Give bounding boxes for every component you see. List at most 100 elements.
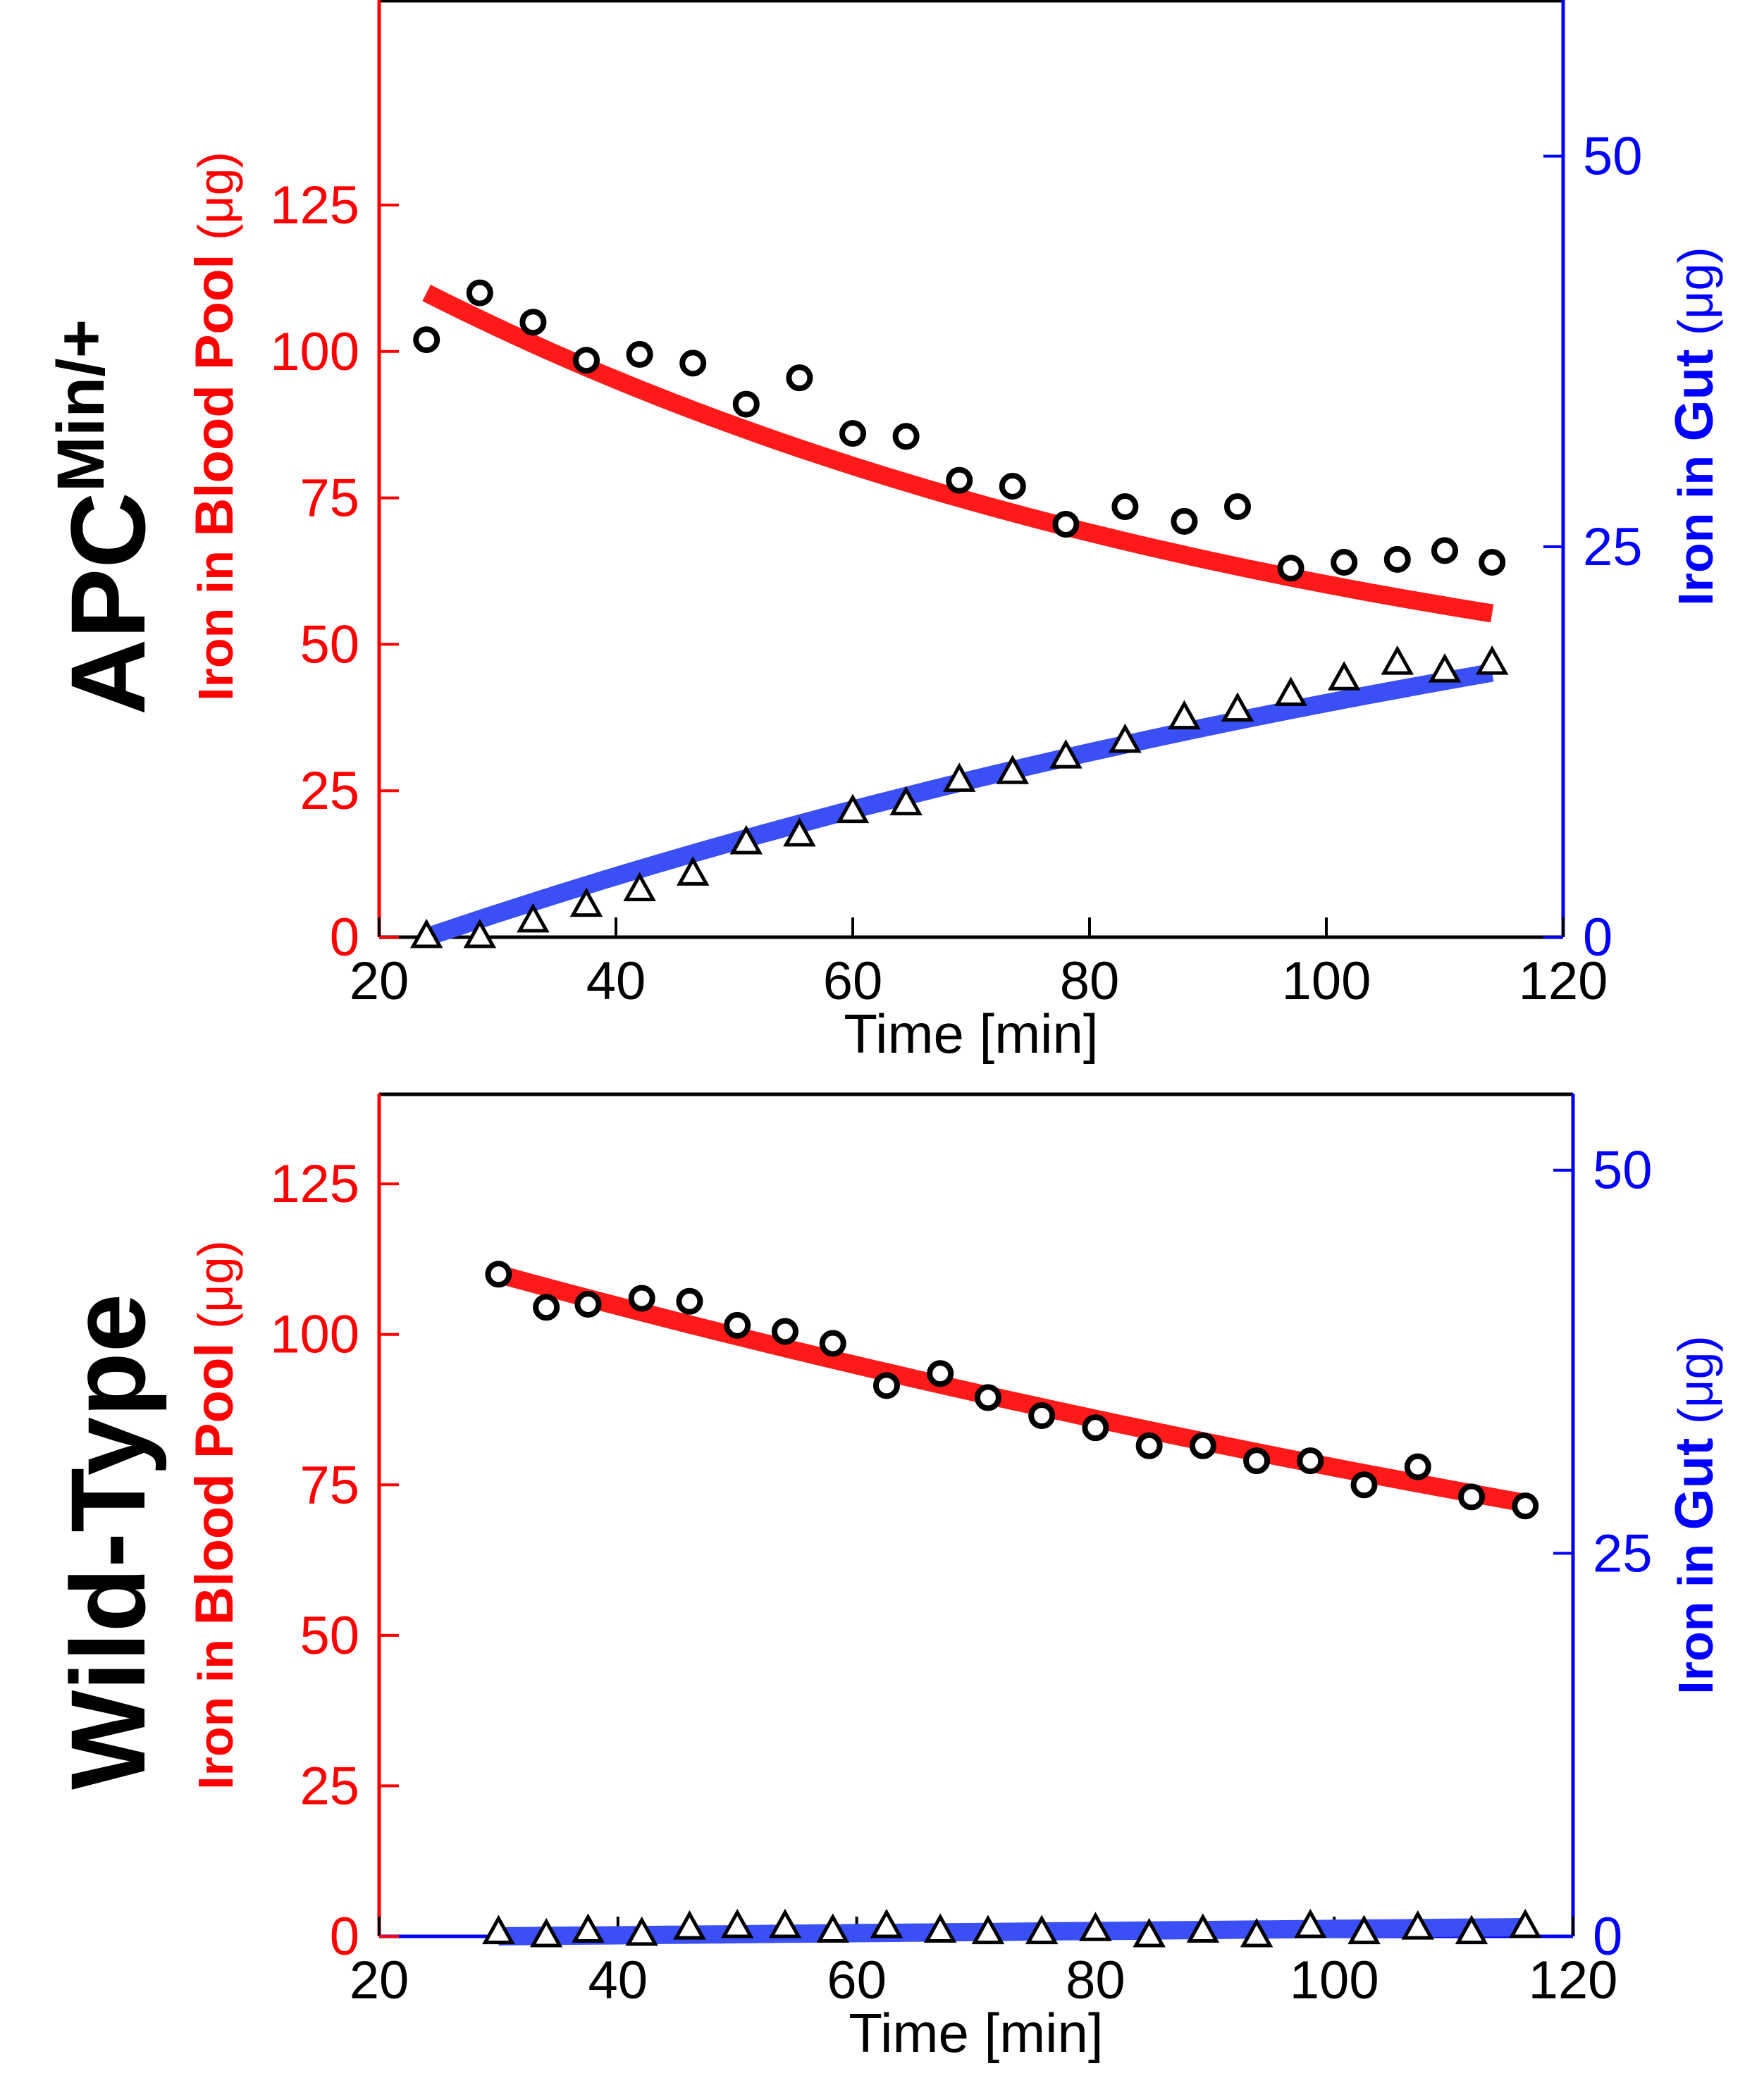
gut-point — [1049, 738, 1083, 769]
blood-pool-point — [519, 309, 547, 336]
right-y-tick-label: 25 — [1583, 517, 1643, 577]
gut-point — [676, 856, 710, 886]
right-axis-title: Iron in Gut (μg) — [1665, 1335, 1725, 1695]
gut-point — [870, 1908, 903, 1938]
right-y-tick-label: 0 — [1583, 908, 1612, 967]
x-axis-title: Time [min] — [844, 1003, 1098, 1065]
x-tick-label: 80 — [1060, 951, 1120, 1011]
left-y-tick-label: 100 — [270, 322, 359, 382]
x-tick-label: 120 — [1519, 951, 1608, 1011]
gut-point — [996, 755, 1030, 784]
gut-point — [1274, 676, 1307, 706]
blood-pool-point — [892, 423, 920, 450]
blood-pool-point — [573, 347, 600, 374]
blood-pool-point — [1350, 1471, 1378, 1499]
gut-point — [836, 793, 870, 824]
panel-wild-type: 20 40 60 80 100 120 Time [min] 0 25 50 75 100 125 0 25… — [185, 1092, 1725, 2064]
x-tick-label: 100 — [1282, 951, 1371, 1011]
right-axis-title: Iron in Gut (μg) — [1665, 247, 1725, 606]
gut-point — [1381, 645, 1414, 675]
blood-pool-point — [1458, 1483, 1486, 1511]
left-axis-title: Iron in Blood Pool (μg) — [185, 151, 245, 701]
x-tick-label: 60 — [827, 1950, 887, 2010]
gut-point — [816, 1913, 849, 1943]
blood-pool-point — [974, 1384, 1001, 1411]
gut-fit-line — [498, 1918, 1526, 1946]
right-axis-title-quantity: Gut — [1665, 1438, 1725, 1530]
left-axis-title-quantity: Blood Pool — [185, 1342, 245, 1625]
gut-point — [729, 824, 763, 855]
left-axis-title-prefix: Iron in — [188, 1626, 243, 1790]
gut-point — [1133, 1917, 1166, 1948]
left-y-tick-label: 100 — [270, 1305, 359, 1365]
gut-point — [463, 918, 497, 948]
x-tick-label: 40 — [586, 951, 646, 1011]
gut-point — [783, 817, 816, 847]
x-tick-label: 120 — [1529, 1950, 1618, 2010]
x-tick-label: 20 — [350, 1950, 409, 2010]
panel-apc: 20 40 60 80 100 120 Time [min] 0 25 50 75 100 125 0 25… — [185, 0, 1725, 1065]
x-tick-label: 40 — [588, 1950, 648, 2010]
left-y-tick-label: 50 — [300, 614, 359, 674]
gut-point — [1428, 653, 1462, 683]
blood-pool-point — [1243, 1447, 1271, 1475]
gut-point — [673, 1910, 706, 1940]
blood-pool-point — [679, 350, 707, 377]
gut-point — [971, 1914, 1005, 1945]
blood-pool-point — [732, 390, 760, 418]
gut-point — [1455, 1914, 1488, 1945]
right-y-tick-label: 0 — [1593, 1907, 1622, 1967]
gut-point — [1475, 645, 1509, 675]
blood-pool-point — [1224, 493, 1251, 521]
left-axis-title-quantity: Blood Pool — [185, 254, 245, 536]
right-y-tick-label: 25 — [1593, 1523, 1653, 1583]
blood-pool-point — [786, 364, 813, 392]
x-tick-label: 60 — [823, 951, 883, 1011]
left-y-tick-label: 125 — [270, 1154, 359, 1214]
blood-pool-point — [1171, 507, 1198, 535]
blood-pool-point — [413, 326, 440, 354]
gut-point — [1109, 723, 1142, 753]
gut-point — [1221, 692, 1254, 722]
gut-point — [409, 918, 443, 948]
left-axis-title: Iron in Blood Pool (μg) — [185, 1240, 245, 1790]
blood-pool-point — [676, 1287, 703, 1315]
gut-point — [1240, 1917, 1273, 1948]
blood-pool-point — [771, 1318, 798, 1345]
row-title-apc-superscript: Min/+ — [44, 319, 118, 492]
gut-point — [1401, 1910, 1435, 1940]
gut-point — [572, 1913, 605, 1943]
blood-pool-point — [1052, 510, 1080, 538]
row-title-apc-main: APC — [49, 492, 167, 715]
gut-point — [720, 1908, 754, 1938]
right-y-tick-label: 50 — [1593, 1141, 1653, 1201]
blood-pool-point — [1431, 537, 1458, 564]
blood-pool-point — [1028, 1402, 1056, 1430]
blood-pool-point — [1135, 1432, 1163, 1459]
gut-point — [1025, 1914, 1059, 1945]
right-axis-title-prefix: Iron in — [1668, 1530, 1723, 1694]
blood-pool-point — [1111, 493, 1139, 521]
blood-pool-fit-line — [495, 1265, 1527, 1512]
blood-pool-point — [839, 420, 866, 447]
gut-point — [1327, 661, 1361, 691]
gut-point — [623, 872, 656, 901]
left-y-tick-label: 25 — [300, 761, 359, 821]
gut-point — [923, 1913, 957, 1943]
blood-pool-point — [724, 1311, 751, 1339]
blood-pool-point — [1512, 1492, 1539, 1520]
gut-point — [889, 786, 923, 816]
gut-point — [517, 903, 550, 933]
blood-pool-point — [927, 1360, 954, 1387]
x-axis-title: Time [min] — [849, 2002, 1103, 2064]
blood-pool-point — [1189, 1432, 1216, 1459]
row-title-wild-type: Wild-Type — [49, 1294, 167, 1790]
blood-pool-point — [1277, 555, 1305, 582]
gut-point — [625, 1916, 658, 1946]
blood-pool-point — [533, 1294, 560, 1321]
left-y-tick-label: 75 — [300, 1455, 359, 1515]
left-y-tick-label: 50 — [300, 1606, 359, 1666]
blood-pool-point — [466, 279, 493, 307]
blood-pool-point — [1383, 545, 1411, 573]
